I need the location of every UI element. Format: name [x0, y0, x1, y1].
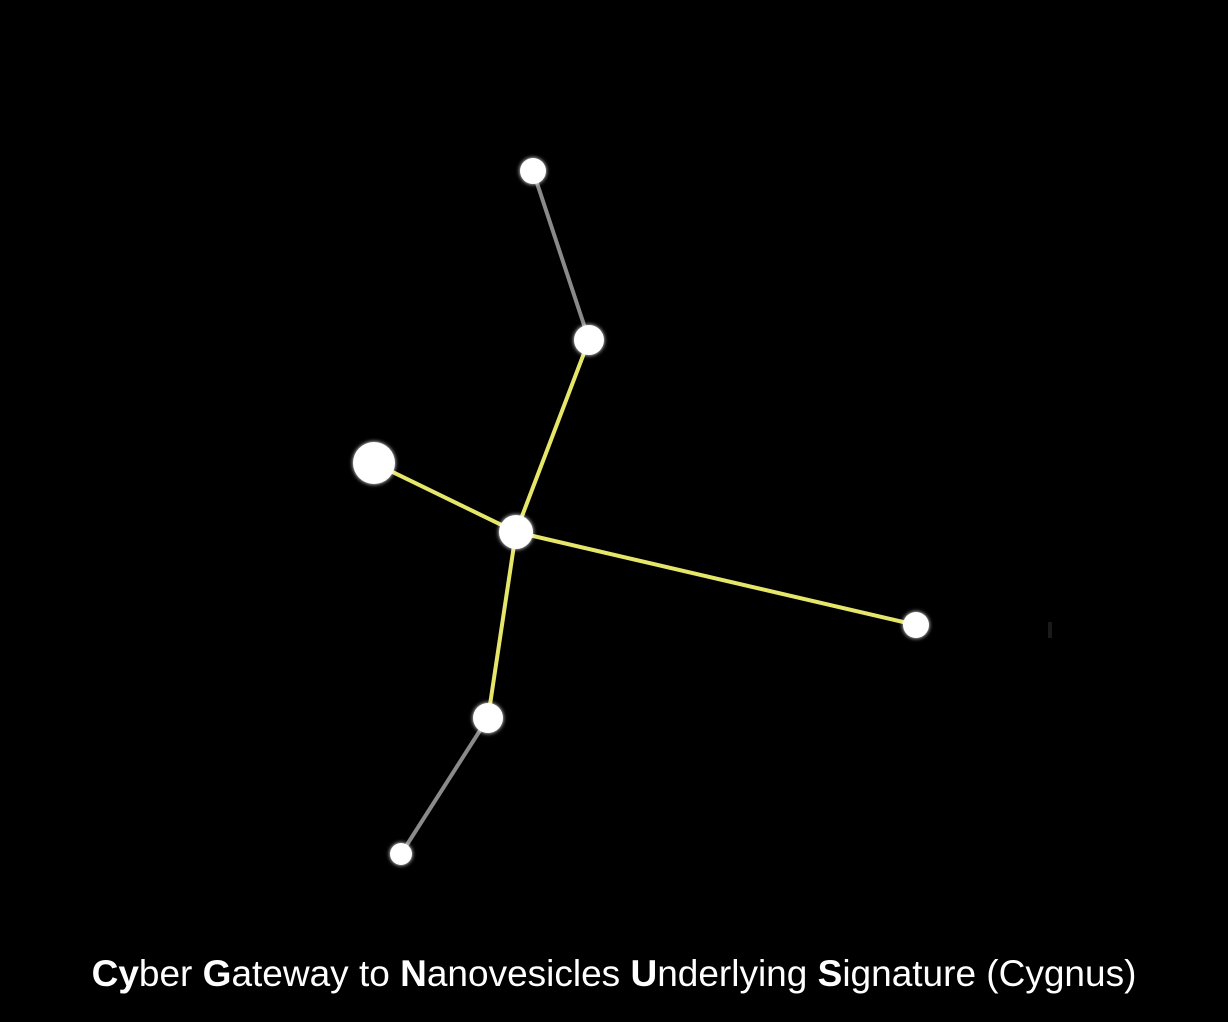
caption: Cyber Gateway to Nanovesicles Underlying… [0, 946, 1228, 1002]
line-left-wing [372, 461, 518, 534]
caption-text: ateway to [231, 953, 401, 994]
line-right-wing [514, 530, 918, 627]
caption-text: anovesicles [426, 953, 631, 994]
constellation-diagram [353, 158, 1052, 865]
caption-initial: G [202, 953, 232, 994]
caption-initial: Cy [91, 953, 139, 994]
caption-text: ignature (Cygnus) [842, 953, 1137, 994]
star-neck [574, 325, 604, 355]
caption-text: ber [138, 953, 203, 994]
caption-initial: S [817, 953, 843, 994]
caption-text: nderlying [657, 953, 818, 994]
caption-initial: N [400, 953, 427, 994]
star-tail [390, 843, 412, 865]
star-left-wing [353, 442, 395, 484]
star-top [520, 158, 546, 184]
line-body-lower [486, 530, 518, 720]
line-tail [399, 716, 490, 856]
faint-star [1048, 622, 1052, 638]
line-neck-lower [514, 338, 591, 534]
star-lower [473, 703, 503, 733]
caption-initial: U [630, 953, 658, 994]
line-neck-upper [531, 169, 591, 342]
star-right-wing [903, 612, 929, 638]
star-center [499, 515, 533, 549]
